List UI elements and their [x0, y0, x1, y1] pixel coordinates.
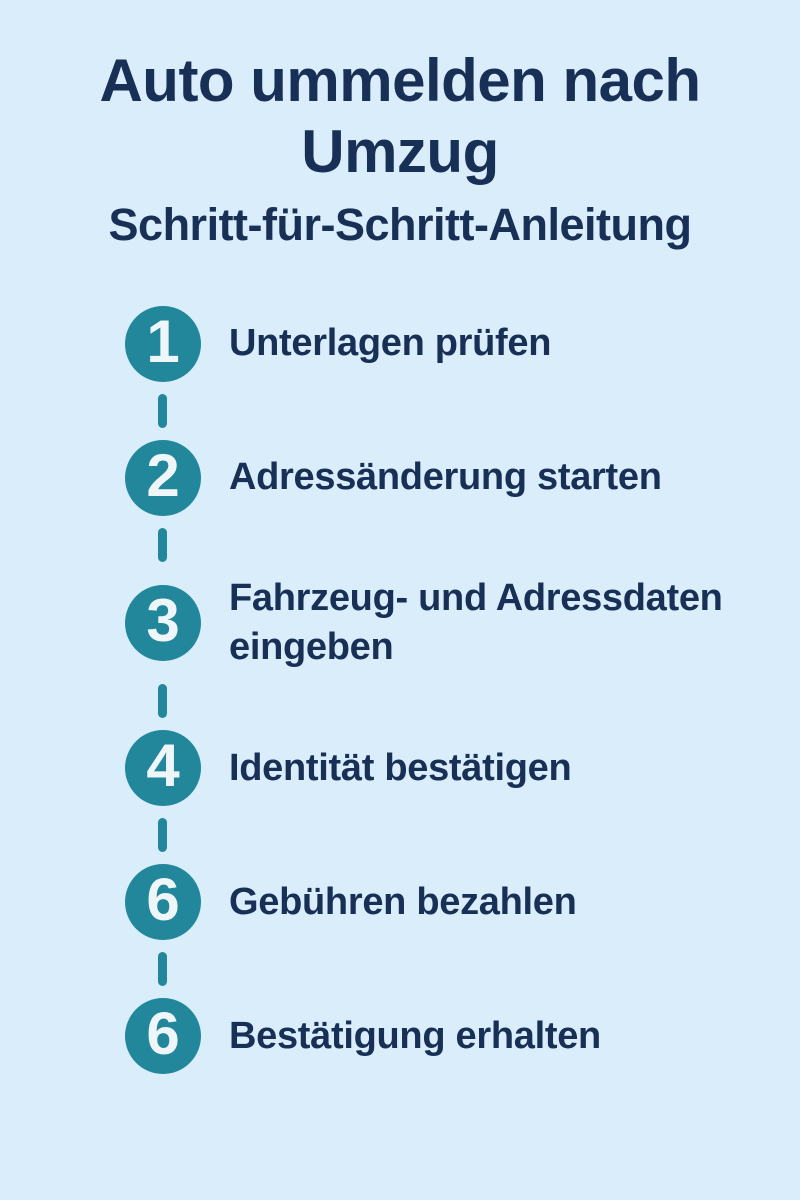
- step-number-badge: 6: [125, 864, 201, 941]
- step-row: 6 Bestätigung erhalten: [125, 998, 800, 1075]
- steps-list: 1 Unterlagen prüfen 2 Adressänderung sta…: [0, 305, 800, 1075]
- step-number-badge: 2: [125, 439, 201, 516]
- step-label: Bestätigung erhalten: [229, 1014, 601, 1057]
- step-connector-dash: [158, 393, 167, 428]
- step-label: Unterlagen prüfen: [229, 321, 552, 364]
- step-row: 1 Unterlagen prüfen: [125, 305, 800, 382]
- step-number: 3: [146, 586, 180, 654]
- step-number-badge: 4: [125, 730, 201, 807]
- step-number-badge: 1: [125, 305, 201, 382]
- step-row: 4 Identität bestätigen: [125, 730, 800, 807]
- page-title: Auto ummelden nach Umzug: [99, 47, 701, 185]
- step-number: 2: [146, 441, 180, 509]
- step-connector-dash: [158, 952, 167, 987]
- step-number-badge: 3: [125, 584, 201, 661]
- step-number: 6: [146, 866, 180, 934]
- header: Auto ummelden nach Umzug Schritt-für-Sch…: [0, 46, 800, 252]
- step-row: 2 Adressänderung starten: [125, 439, 800, 516]
- step-number-badge: 6: [125, 998, 201, 1075]
- page-subtitle: Schritt-für-Schritt-Anleitung: [108, 198, 692, 250]
- step-connector-dash: [158, 527, 167, 562]
- step-number: 6: [146, 1000, 180, 1068]
- step-label: Gebühren bezahlen: [229, 880, 577, 923]
- step-row: 3 Fahrzeug- und Adressdaten eingeben: [125, 574, 800, 673]
- step-label: Identität bestätigen: [229, 746, 572, 789]
- step-label: Fahrzeug- und Adressdaten eingeben: [229, 576, 723, 668]
- step-number: 4: [146, 732, 180, 800]
- step-connector-dash: [158, 684, 167, 719]
- step-label: Adressänderung starten: [229, 455, 662, 498]
- step-row: 6 Gebühren bezahlen: [125, 864, 800, 941]
- step-connector-dash: [158, 818, 167, 853]
- step-number: 1: [146, 307, 180, 375]
